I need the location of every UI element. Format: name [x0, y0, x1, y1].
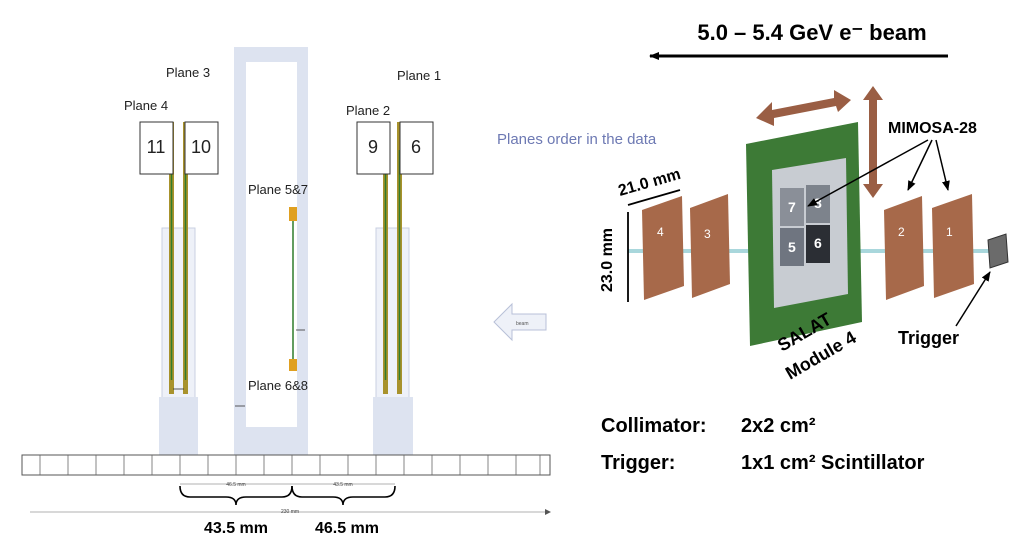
beam-arrow-icon: [493, 302, 547, 342]
sensor-2: [884, 196, 924, 300]
rail-ticks: [39, 455, 541, 475]
mimosa-label: MIMOSA-28: [888, 120, 977, 137]
trigger-info-value: 1x1 cm² Scintillator: [741, 452, 925, 474]
trigger-info-label: Trigger:: [601, 452, 675, 474]
box-10: [184, 121, 219, 175]
collimator-value: 2x2 cm²: [741, 415, 816, 437]
box-9-label: 9: [368, 137, 378, 157]
beam-arrow-text: beam: [516, 321, 529, 327]
central-housing-window: [246, 222, 297, 427]
plane3-label: Plane 3: [166, 65, 210, 80]
dim-width-label: 21.0 mm: [616, 166, 682, 200]
plane68-label: Plane 6&8: [248, 378, 308, 393]
left-schematic: 11 10 9 6 Plane 3 Plane 1 Plane 4 Plane …: [21, 47, 657, 537]
left-housing-upper: [161, 227, 196, 399]
sensor-2-label: 2: [898, 225, 905, 239]
dim-height-label: 23.0 mm: [599, 228, 616, 292]
spacing-right: 46.5 mm: [315, 520, 379, 537]
salat-chip-5: [780, 228, 804, 266]
salat-chip-5-label: 5: [788, 239, 796, 255]
salat-chip-6-label: 6: [814, 235, 822, 251]
salat-chip-6: [806, 225, 830, 263]
rail-dim-small-1: 46.5 mm: [226, 482, 245, 488]
vertical-motion-arrow-icon: [863, 86, 883, 198]
right-housing-base: [373, 397, 413, 455]
mounting-rail: [21, 454, 551, 476]
plane4-label: Plane 4: [124, 98, 168, 113]
beam-title: 5.0 – 5.4 GeV e⁻ beam: [697, 20, 926, 45]
sensor-3-label: 3: [704, 227, 711, 241]
right-schematic: 5.0 – 5.4 GeV e⁻ beam 4 3 7 8 5 6 2 1: [599, 20, 1009, 474]
box-6-label: 6: [411, 137, 421, 157]
plane2-label: Plane 2: [346, 103, 390, 118]
sensor-4: [642, 196, 684, 300]
sensor-1-label: 1: [946, 225, 953, 239]
rail-dim-small-2: 43.5 mm: [333, 482, 352, 488]
data-order-caption: Planes order in the data: [497, 131, 657, 148]
left-housing-base: [159, 397, 198, 455]
sensor-4-label: 4: [657, 225, 664, 239]
brace-left: [179, 485, 293, 506]
box-9: [356, 121, 391, 175]
box-10-label: 10: [191, 137, 211, 157]
right-housing-upper: [375, 227, 410, 399]
salat-top-connector: [289, 207, 297, 221]
sensor-3: [690, 194, 730, 298]
collimator-label: Collimator:: [601, 415, 707, 437]
width-dimension: [627, 189, 681, 206]
plane57-label: Plane 5&7: [248, 182, 308, 197]
trigger-label: Trigger: [898, 328, 959, 348]
spacing-left: 43.5 mm: [204, 520, 268, 537]
rail-total: 230 mm: [281, 509, 299, 515]
horizontal-motion-arrow-icon: [756, 90, 851, 126]
salat-bottom-connector: [289, 359, 297, 371]
trigger-scintillator: [987, 233, 1009, 269]
salat-chip-7-label: 7: [788, 199, 796, 215]
brace-right: [291, 485, 396, 506]
salat-chip-7: [780, 188, 804, 226]
box-6: [399, 121, 434, 175]
sensor-1: [932, 194, 974, 298]
box-11-label: 11: [147, 137, 166, 157]
salat-chip-8-label: 8: [814, 195, 822, 211]
plane1-label: Plane 1: [397, 68, 441, 83]
box-11: [139, 121, 174, 175]
central-housing-top-window: [246, 62, 297, 222]
